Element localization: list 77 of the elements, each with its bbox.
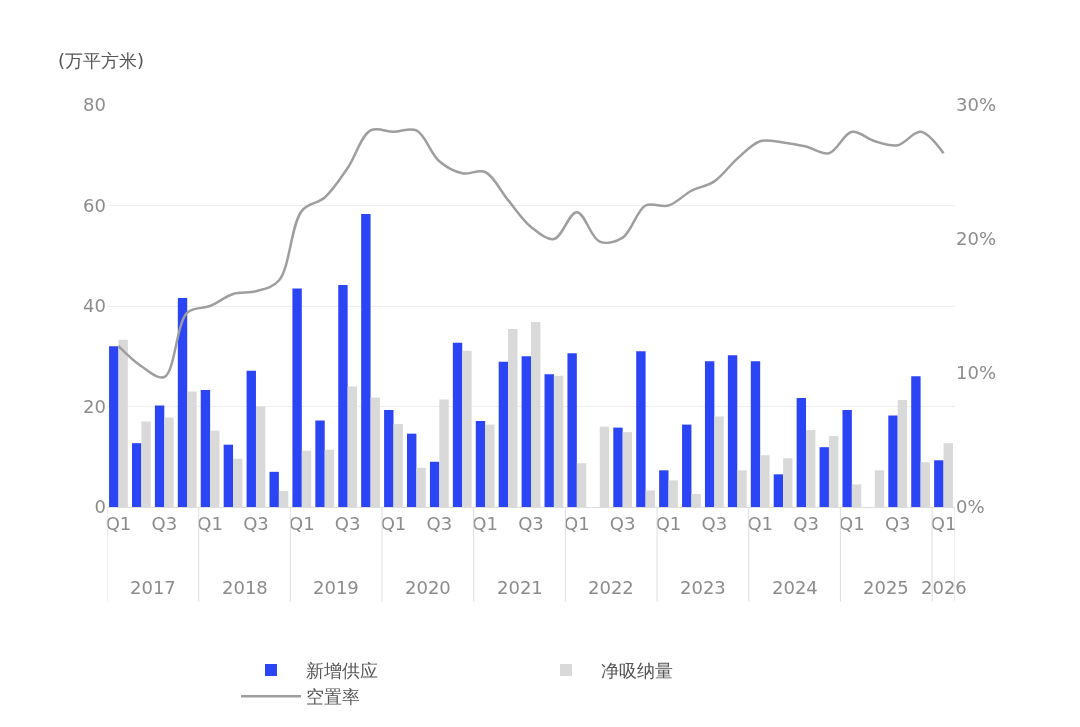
text: 2024 [772, 577, 818, 598]
y-tick-label: 20 [83, 395, 106, 417]
bar [361, 214, 371, 507]
x-tick-label: Q1 [105, 512, 132, 534]
bar [682, 424, 692, 507]
text: 2017 [130, 577, 176, 598]
x-tick-label: Q1 [564, 512, 590, 534]
x-tick-label: Q1 [930, 512, 957, 534]
x-tick-label: Q3 [609, 512, 636, 534]
bar [911, 376, 921, 507]
text: 2021 [497, 577, 543, 598]
bar [773, 474, 784, 507]
bar [223, 444, 234, 507]
bar [544, 374, 554, 507]
legend-label: 净吸纳量 [601, 659, 673, 681]
text: 2022 [588, 577, 634, 598]
y2-tick-label: 30% [956, 94, 997, 116]
bar [452, 342, 463, 507]
x-tick-label: Q1 [380, 512, 407, 534]
bar [498, 361, 509, 507]
x-tick-label: Q3 [243, 512, 269, 534]
x-tick-label: Q3 [151, 512, 178, 534]
bar [338, 284, 348, 507]
text: 2020 [405, 577, 451, 598]
bar [315, 420, 325, 507]
y-axis-title: (万平方米) [58, 50, 145, 71]
y-tick-label: 0 [94, 496, 106, 518]
bar [567, 353, 577, 507]
legend-label: 新增供应 [306, 659, 378, 681]
bar [796, 397, 807, 507]
bar [750, 361, 761, 507]
bar [200, 389, 211, 507]
bar [888, 415, 898, 507]
x-tick-label: Q3 [701, 512, 728, 534]
x-tick-label: Q1 [197, 512, 223, 534]
bar [475, 421, 486, 507]
bar [429, 461, 440, 507]
bar [131, 443, 142, 507]
bar [407, 433, 417, 507]
x-tick-label: Q1 [839, 512, 865, 534]
bar [613, 427, 623, 507]
x-tick-label: Q1 [655, 512, 682, 534]
bar [521, 356, 531, 507]
text: 2019 [313, 577, 359, 598]
y-tick-label: 80 [83, 94, 106, 116]
text: 2025 [863, 577, 909, 598]
text: 2023 [680, 577, 726, 598]
bar [292, 288, 302, 507]
bar [636, 351, 646, 507]
y2-tick-label: 0% [956, 496, 985, 518]
bar [154, 405, 165, 507]
bar [246, 370, 256, 507]
x-tick-label: Q1 [289, 512, 315, 534]
y2-tick-label: 20% [956, 228, 997, 250]
bar [934, 460, 944, 507]
legend-label: 空置率 [306, 686, 360, 708]
y-tick-label: 60 [83, 194, 106, 216]
text: 2026 [921, 577, 967, 598]
x-tick-label: Q3 [793, 512, 819, 534]
y2-tick-label: 10% [956, 362, 997, 384]
bar [109, 346, 119, 507]
bar [704, 361, 715, 507]
bar [269, 471, 279, 507]
x-tick-label: Q3 [518, 512, 544, 534]
x-tick-label: Q3 [334, 512, 361, 534]
y-tick-label: 40 [83, 295, 106, 317]
bar [819, 447, 829, 507]
text: 2018 [222, 577, 268, 598]
bar [177, 297, 188, 507]
x-tick-label: Q3 [426, 512, 453, 534]
x-tick-label: Q1 [747, 512, 773, 534]
bar [384, 410, 394, 507]
x-tick-label: Q3 [884, 512, 911, 534]
x-tick-label: Q1 [472, 512, 498, 534]
bar [727, 355, 738, 507]
bar [842, 410, 852, 507]
bar [659, 470, 669, 507]
